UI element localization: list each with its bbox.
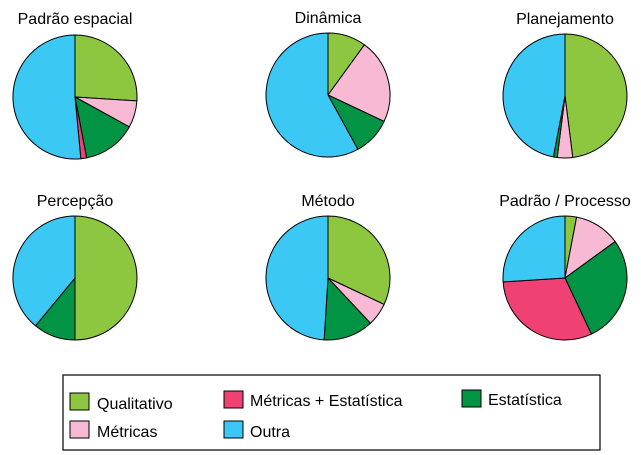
legend-box xyxy=(62,374,601,451)
pie-title: Padrão / Processo xyxy=(499,193,631,210)
legend-label-estatistica: Estatística xyxy=(488,392,562,409)
pie-title: Percepção xyxy=(37,193,114,210)
legend-swatch-outra xyxy=(223,420,244,439)
pie-title: Planejamento xyxy=(516,11,614,28)
legend-label-metricas: Métricas xyxy=(97,424,157,441)
pie-dinamica: Dinâmica xyxy=(265,10,391,158)
pie-slice-estatistica xyxy=(74,96,130,159)
pie-title: Dinâmica xyxy=(295,10,362,27)
legend-label-qualitativo: Qualitativo xyxy=(97,396,173,413)
pie-slice-estatistica xyxy=(564,241,628,335)
pie-metodo: Método xyxy=(265,193,391,341)
pie-slice-qualitativo xyxy=(74,215,138,341)
pie-slice-qualitativo xyxy=(327,215,391,305)
pie-slice-outra xyxy=(265,32,359,158)
pie-percepcao: Percepção xyxy=(12,193,138,341)
legend: Qualitativo Métricas + Estatística Estat… xyxy=(62,374,601,451)
pie-slice-metricas-estatistica xyxy=(502,277,592,341)
pie-padrao-espacial: Padrão espacial xyxy=(12,11,138,160)
legend-label-metricas-estatistica: Métricas + Estatística xyxy=(250,393,403,410)
pie-slice-outra xyxy=(12,34,82,160)
legend-label-outra: Outra xyxy=(250,424,290,441)
pie-slice-outra xyxy=(502,215,566,283)
pie-slice-outra xyxy=(265,215,329,341)
legend-swatch-metricas-estatistica xyxy=(223,390,244,409)
pie-title: Padrão espacial xyxy=(18,11,133,28)
pie-slice-outra xyxy=(502,33,566,158)
legend-swatch-metricas xyxy=(69,420,90,439)
pie-padrao-processo: Padrão / Processo xyxy=(499,193,631,341)
legend-swatch-estatistica xyxy=(461,389,482,408)
pie-title: Método xyxy=(301,193,354,210)
pie-slice-qualitativo xyxy=(74,34,138,102)
pie-slice-qualitativo xyxy=(564,33,628,159)
legend-swatch-qualitativo xyxy=(69,392,90,411)
pie-planejamento: Planejamento xyxy=(502,11,628,159)
pie-slice-outra xyxy=(12,215,76,327)
